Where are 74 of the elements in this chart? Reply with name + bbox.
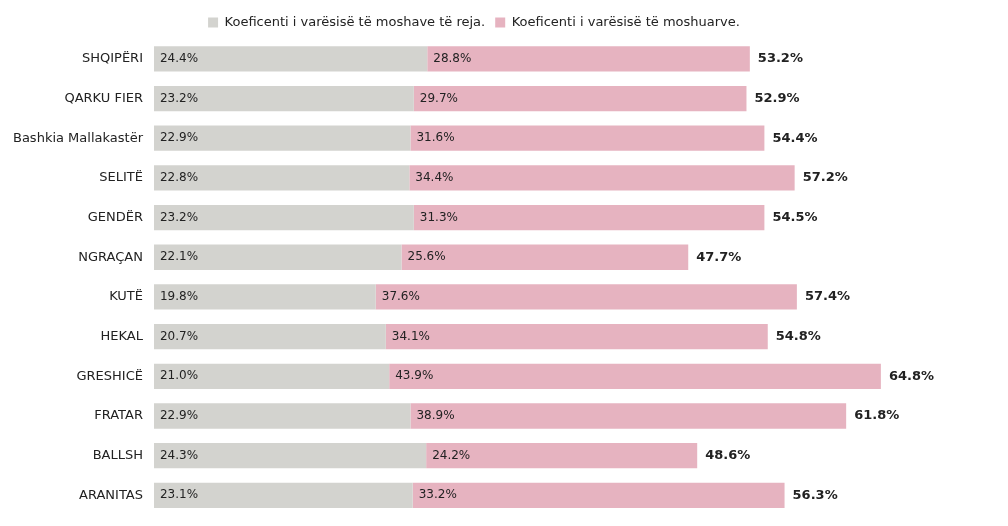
bar: [426, 443, 698, 469]
bar: [427, 46, 750, 72]
data-label: 23.1%: [159, 487, 199, 502]
total-label: 53.2%: [757, 50, 803, 66]
bar: [153, 85, 414, 112]
data-label: 34.4%: [415, 170, 454, 185]
total-label: 56.3%: [792, 486, 838, 502]
bar: [153, 46, 428, 72]
bar: [375, 284, 797, 310]
data-label: 29.7%: [419, 90, 458, 105]
bar: [153, 284, 376, 310]
total-label: 57.2%: [802, 169, 848, 185]
y-tick-label: HEKAL: [100, 328, 144, 343]
legend-label: Koeficenti i varësisë të moshuarve.: [511, 13, 740, 29]
data-label: 28.8%: [433, 50, 472, 65]
data-label: 33.2%: [418, 487, 457, 502]
bar: [410, 125, 765, 151]
y-tick-label: NGRAÇAN: [78, 248, 143, 264]
bar: [153, 403, 411, 429]
total-label: 54.4%: [772, 129, 818, 145]
data-label: 23.2%: [159, 209, 199, 224]
total-label: 54.8%: [775, 328, 821, 343]
bar: [153, 125, 411, 151]
total-label: 54.5%: [772, 208, 818, 224]
bar: [153, 482, 413, 509]
bar: [413, 85, 747, 112]
data-label: 22.9%: [159, 408, 199, 423]
total-label: 52.9%: [754, 89, 800, 105]
data-label: 20.7%: [159, 328, 199, 343]
y-tick-label: FRATAR: [94, 407, 143, 423]
total-label: 61.8%: [854, 407, 900, 423]
total-label: 48.6%: [705, 447, 751, 463]
data-label: 38.9%: [416, 408, 455, 423]
y-tick-label: ARANITAS: [79, 486, 143, 502]
y-tick-label: KUTË: [109, 288, 143, 304]
y-tick-label: SELITË: [99, 169, 143, 185]
bar: [401, 244, 689, 270]
data-label: 22.9%: [159, 130, 199, 145]
bar: [153, 323, 386, 350]
data-label: 31.6%: [416, 130, 455, 145]
bar: [412, 482, 785, 509]
y-tick-label: SHQIPËRI: [81, 50, 143, 66]
bar: [153, 443, 427, 469]
data-label: 22.1%: [159, 249, 199, 264]
data-label: 25.6%: [407, 249, 446, 264]
bar: [413, 204, 765, 231]
y-tick-label: Bashkia Mallakastër: [12, 129, 144, 145]
bar: [153, 363, 390, 389]
bar: [153, 204, 414, 231]
data-label: 37.6%: [381, 289, 420, 304]
data-label: 24.3%: [159, 447, 199, 462]
bar: [385, 323, 768, 350]
legend-label: Koeficenti i varësisë të moshave të reja.: [224, 13, 486, 29]
data-label: 23.2%: [159, 90, 199, 105]
data-label: 19.8%: [159, 289, 199, 304]
data-label: 22.8%: [159, 170, 199, 185]
bar: [409, 165, 795, 191]
total-label: 57.4%: [804, 288, 850, 304]
y-tick-label: QARKU FIER: [64, 89, 143, 105]
data-label: 24.4%: [159, 50, 199, 65]
bar: [153, 165, 410, 191]
data-label: 34.1%: [391, 328, 430, 343]
y-tick-label: BALLSH: [92, 447, 143, 463]
data-label: 43.9%: [395, 368, 434, 383]
data-label: 21.0%: [159, 368, 199, 383]
bar: [410, 403, 847, 429]
total-label: 64.8%: [888, 367, 934, 383]
bar: [153, 244, 402, 270]
data-label: 24.2%: [432, 447, 471, 462]
total-label: 47.7%: [696, 248, 742, 264]
data-label: 31.3%: [419, 209, 458, 224]
bar: [389, 363, 881, 389]
y-tick-label: GRESHICË: [76, 367, 143, 383]
y-tick-label: GENDËR: [87, 208, 143, 224]
